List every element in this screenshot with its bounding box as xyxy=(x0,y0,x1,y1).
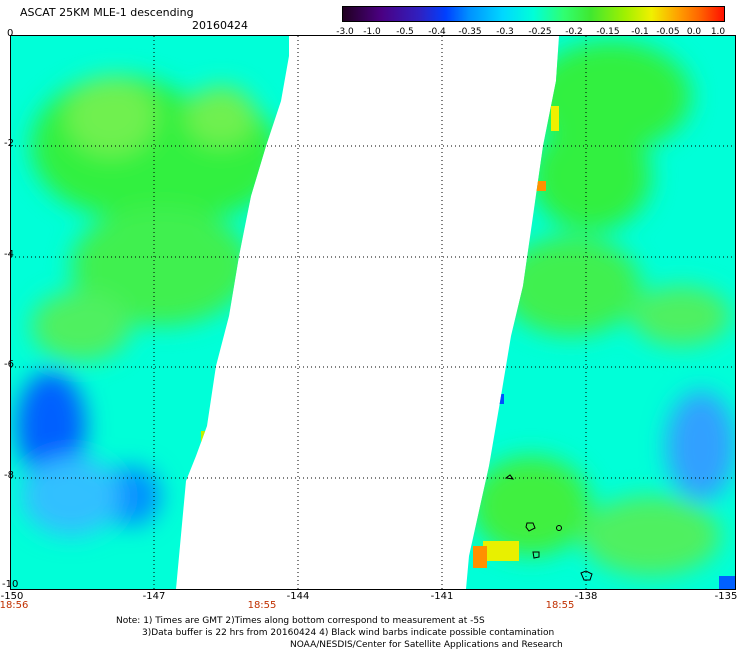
lat-label: -2 xyxy=(4,138,14,149)
colorbar-ticks: -3.0 -1.0 -0.5 -0.4 -0.35 -0.3 -0.25 -0.… xyxy=(0,27,740,39)
time-label: 18:56 xyxy=(0,600,29,611)
right-swath xyxy=(466,36,735,589)
lon-label: -135 xyxy=(714,591,738,602)
colorbar-tick: -1.0 xyxy=(363,27,381,37)
lat-label: -6 xyxy=(4,359,14,370)
colorbar-tick: -0.3 xyxy=(496,27,514,37)
swath-graphic xyxy=(11,36,735,589)
footnote-line-3: NOAA/NESDIS/Center for Satellite Applica… xyxy=(290,640,563,650)
map-date: 20160424 xyxy=(192,19,248,32)
colorbar-tick: -0.4 xyxy=(428,27,446,37)
map-title: ASCAT 25KM MLE-1 descending xyxy=(20,6,194,19)
lon-label: -147 xyxy=(142,591,166,602)
footnote-line-1: Note: 1) Times are GMT 2)Times along bot… xyxy=(116,616,485,626)
lat-label: -10 xyxy=(2,579,19,590)
colorbar-tick: 1.0 xyxy=(710,27,726,37)
colorbar-tick: -0.5 xyxy=(396,27,414,37)
lon-label: -141 xyxy=(430,591,454,602)
colorbar-tick: -0.2 xyxy=(565,27,583,37)
colorbar-tick: -0.25 xyxy=(528,27,552,37)
lon-label: -144 xyxy=(286,591,310,602)
lat-label: 0 xyxy=(7,28,14,39)
island-outlines xyxy=(504,474,593,581)
lat-label: -8 xyxy=(4,470,14,481)
left-swath xyxy=(11,36,289,589)
footnote-line-2: 3)Data buffer is 22 hrs from 20160424 4)… xyxy=(142,628,555,638)
time-label: 18:55 xyxy=(247,600,277,611)
colorbar-tick: -0.05 xyxy=(656,27,680,37)
lon-label: -150 xyxy=(0,591,24,602)
colorbar-tick: -3.0 xyxy=(336,27,354,37)
time-label: 18:55 xyxy=(545,600,575,611)
colorbar xyxy=(342,6,725,22)
wind-map xyxy=(10,35,736,590)
graticule xyxy=(11,36,735,589)
lat-label: -4 xyxy=(4,249,14,260)
colorbar-tick: -0.15 xyxy=(596,27,620,37)
lon-label: -138 xyxy=(574,591,598,602)
colorbar-tick: -0.35 xyxy=(458,27,482,37)
colorbar-tick: 0.0 xyxy=(686,27,702,37)
colorbar-tick: -0.1 xyxy=(631,27,649,37)
